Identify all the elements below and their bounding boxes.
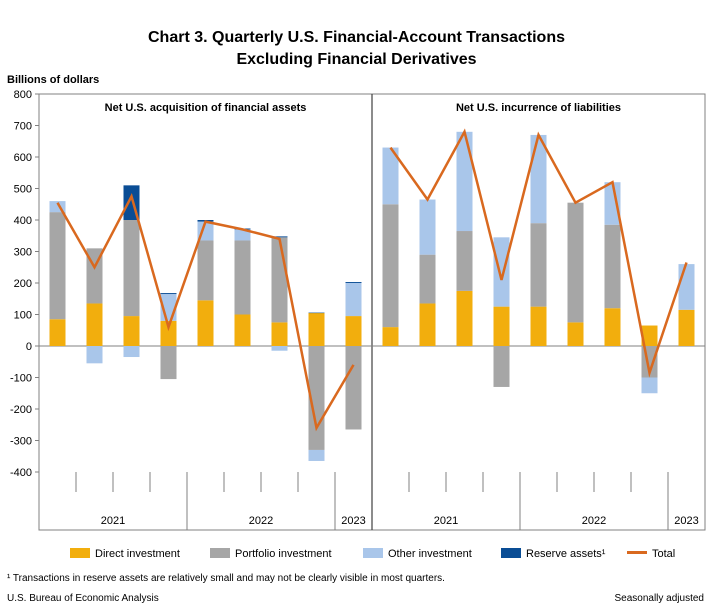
- footnote: ¹ Transactions in reserve assets are rel…: [7, 573, 445, 584]
- bar-portfolio: [419, 254, 436, 304]
- chart-title-line-1: Chart 3. Quarterly U.S. Financial-Accoun…: [148, 29, 565, 46]
- y-tick-label: 300: [14, 247, 32, 259]
- bar-other: [456, 131, 473, 232]
- bar-portfolio: [197, 240, 214, 301]
- bar-direct: [308, 312, 325, 346]
- chart-title-line-2: Excluding Financial Derivatives: [236, 51, 477, 68]
- year-label: 2023: [341, 515, 365, 527]
- bar-direct: [86, 303, 103, 346]
- bar-other: [234, 229, 251, 241]
- bar-direct: [604, 308, 621, 346]
- bar-other: [345, 283, 362, 317]
- bar-direct: [419, 303, 436, 346]
- legend-label-total: Total: [652, 548, 676, 560]
- bar-direct: [160, 320, 177, 346]
- y-tick-label: 700: [14, 121, 32, 133]
- legend-swatch-other: [363, 548, 383, 558]
- bar-direct: [123, 316, 140, 346]
- bar-portfolio: [530, 223, 547, 307]
- bar-reserve: [271, 236, 288, 238]
- total-line: [56, 193, 355, 432]
- y-axis-unit-label: Billions of dollars: [7, 74, 100, 86]
- bar-other: [419, 199, 436, 255]
- y-tick-label: 500: [14, 184, 32, 196]
- y-tick-label: 600: [14, 152, 32, 164]
- bar-portfolio: [160, 346, 177, 380]
- bar-reserve: [308, 312, 325, 314]
- bar-portfolio: [604, 224, 621, 309]
- y-tick-label: -400: [10, 467, 32, 479]
- bar-portfolio: [456, 231, 473, 291]
- bar-other: [604, 182, 621, 225]
- bar-other: [86, 346, 103, 364]
- legend-item-total: Total: [627, 548, 675, 560]
- bar-direct: [567, 322, 584, 346]
- bar-portfolio: [308, 346, 325, 450]
- y-tick-label: -200: [10, 404, 32, 416]
- source-note: U.S. Bureau of Economic Analysis: [7, 593, 159, 604]
- legend-item-direct: Direct investment: [70, 548, 180, 560]
- bar-direct: [678, 309, 695, 346]
- bar-reserve: [345, 282, 362, 283]
- bar-portfolio: [345, 346, 362, 430]
- bar-portfolio: [234, 240, 251, 315]
- adjustment-note: Seasonally adjusted: [614, 593, 704, 604]
- bar-other: [678, 264, 695, 310]
- bar-portfolio: [382, 204, 399, 328]
- year-label: 2022: [249, 515, 273, 527]
- bar-direct: [530, 306, 547, 346]
- bar-portfolio: [49, 212, 66, 320]
- y-tick-label: 800: [14, 89, 32, 101]
- bar-portfolio: [123, 220, 140, 317]
- bar-direct: [456, 290, 473, 346]
- chart-plot: -400 -300 -200 -100 0 100 200 300 400 500 600 700 80…: [10, 89, 706, 531]
- bar-direct: [271, 322, 288, 346]
- bar-direct: [345, 316, 362, 346]
- legend-label-other: Other investment: [388, 548, 472, 560]
- panel-title: Net U.S. acquisition of financial assets: [105, 102, 307, 114]
- bar-direct: [197, 300, 214, 346]
- legend-item-portfolio: Portfolio investment: [210, 548, 332, 560]
- legend-swatch-direct: [70, 548, 90, 558]
- bar-direct: [493, 306, 510, 346]
- bar-direct: [49, 319, 66, 346]
- legend-label-direct: Direct investment: [95, 548, 180, 560]
- year-label: 2023: [674, 515, 698, 527]
- year-label: 2022: [582, 515, 606, 527]
- bar-other: [308, 449, 325, 461]
- legend-swatch-portfolio: [210, 548, 230, 558]
- legend-swatch-total: [627, 551, 647, 554]
- legend-swatch-reserve: [501, 548, 521, 558]
- bar-other: [641, 377, 658, 394]
- bar-portfolio: [567, 202, 584, 323]
- legend-label-portfolio: Portfolio investment: [235, 548, 332, 560]
- total-line: [389, 128, 688, 378]
- bar-other: [493, 237, 510, 307]
- bar-direct: [234, 314, 251, 346]
- bar-other: [123, 346, 140, 358]
- bar-direct: [641, 325, 658, 346]
- y-tick-label: 100: [14, 310, 32, 322]
- bar-other: [382, 147, 399, 205]
- y-tick-label: 400: [14, 215, 32, 227]
- year-label: 2021: [434, 515, 458, 527]
- legend-item-other: Other investment: [363, 548, 472, 560]
- legend: Direct investment Portfolio investment O…: [0, 548, 713, 564]
- y-tick-label: 0: [26, 341, 32, 353]
- panel-title: Net U.S. incurrence of liabilities: [456, 102, 621, 114]
- y-tick-label: -300: [10, 436, 32, 448]
- legend-item-reserve: Reserve assets¹: [501, 548, 605, 560]
- bar-reserve: [160, 293, 177, 295]
- bar-direct: [382, 327, 399, 346]
- bar-portfolio: [493, 346, 510, 387]
- bar-portfolio: [271, 237, 288, 323]
- bar-other: [271, 346, 288, 351]
- bar-other: [49, 201, 66, 213]
- y-tick-label: 200: [14, 278, 32, 290]
- legend-label-reserve: Reserve assets¹: [526, 548, 606, 560]
- y-tick-label: -100: [10, 373, 32, 385]
- bar-other: [530, 134, 547, 224]
- year-label: 2021: [101, 515, 125, 527]
